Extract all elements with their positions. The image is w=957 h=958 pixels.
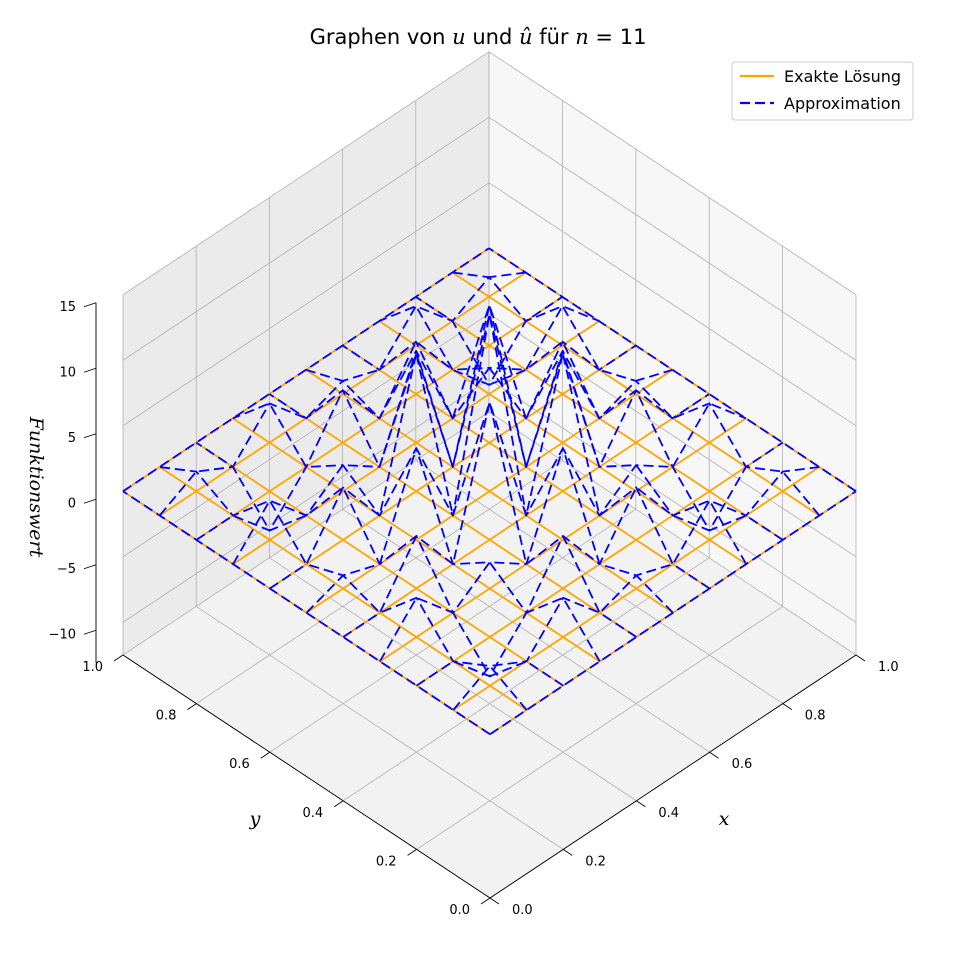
exact-solution-line-col bbox=[305, 369, 674, 614]
y-tick-label: 0.0 bbox=[449, 903, 470, 918]
floor-grid-line-x bbox=[269, 557, 637, 802]
y-tick-label: 0.8 bbox=[156, 709, 177, 724]
x-tick-label: 1.0 bbox=[878, 660, 899, 675]
floor-grid-line-x bbox=[195, 606, 564, 850]
z-tick-mark bbox=[83, 498, 97, 504]
approximation-line-col bbox=[452, 271, 821, 517]
approximation-line-row bbox=[269, 304, 637, 590]
legend-label-exact: Exakte Lösung bbox=[784, 67, 901, 86]
y-tick-mark bbox=[333, 800, 344, 808]
x-tick-label: 0.2 bbox=[585, 854, 606, 869]
approximation-line-row bbox=[232, 305, 600, 565]
z-tick-label: −5 bbox=[57, 562, 76, 577]
legend: Exakte Lösung Approximation bbox=[731, 61, 914, 121]
z-tick-label: 0 bbox=[68, 496, 76, 511]
approximation-line-row bbox=[195, 296, 563, 541]
x-axis-line bbox=[489, 654, 857, 899]
approximation-line-col bbox=[488, 247, 857, 493]
z-tick-mark bbox=[83, 564, 97, 570]
y-tick-mark bbox=[187, 703, 197, 710]
y-tick-label: 0.2 bbox=[376, 854, 397, 869]
floor-grid-line-x bbox=[415, 460, 784, 704]
axis-lines bbox=[95, 302, 857, 899]
x-tick-mark bbox=[489, 897, 500, 905]
floor-grid-line-x bbox=[488, 411, 857, 656]
x-tick-mark bbox=[562, 849, 573, 856]
z-tick-mark bbox=[83, 302, 97, 308]
floor-grid-line-x bbox=[342, 508, 710, 753]
y-tick-mark bbox=[260, 751, 271, 759]
x-tick-label: 0.6 bbox=[732, 757, 753, 772]
floor-grid-line-y bbox=[416, 606, 783, 850]
exact-solution-line-row bbox=[232, 320, 600, 565]
x-axis-label: x bbox=[719, 808, 730, 830]
z-tick-mark bbox=[83, 367, 97, 373]
y-axis-line bbox=[122, 654, 491, 899]
y-tick-mark bbox=[407, 849, 417, 856]
floor-grid-line-y bbox=[342, 557, 710, 802]
chart-title: Graphen von u und û für n = 11 bbox=[310, 25, 647, 49]
exact-solution-line-col bbox=[451, 271, 820, 517]
z-tick-mark bbox=[83, 629, 97, 635]
exact-solution-line-col bbox=[378, 320, 747, 565]
approximation-line-row bbox=[305, 313, 673, 614]
z-tick-label: 15 bbox=[59, 300, 76, 315]
approximation-line-col bbox=[122, 490, 491, 736]
legend-frame bbox=[731, 61, 914, 121]
exact-solution-line-row bbox=[159, 271, 527, 517]
approximation-line-col bbox=[342, 304, 711, 590]
approximation-line-row bbox=[159, 271, 526, 517]
z-tick-label: 5 bbox=[68, 431, 76, 446]
approximation-line-col bbox=[378, 305, 747, 565]
y-tick-mark bbox=[480, 897, 491, 905]
surface-lines bbox=[122, 247, 857, 736]
x-tick-mark bbox=[782, 703, 793, 710]
y-tick-label: 0.4 bbox=[303, 806, 324, 821]
y-tick-mark bbox=[113, 654, 124, 662]
approximation-line-row bbox=[122, 247, 490, 493]
wall-grid-line-z bbox=[122, 182, 857, 427]
floor-grid-line-y bbox=[269, 508, 637, 753]
floor-grid-line-y bbox=[122, 411, 490, 656]
x-tick-mark bbox=[855, 654, 866, 662]
z-tick-mark bbox=[83, 433, 97, 439]
y-tick-label: 1.0 bbox=[82, 660, 103, 675]
y-axis-label: y bbox=[249, 808, 261, 830]
x-tick-label: 0.0 bbox=[512, 903, 533, 918]
floor-grid-line-y bbox=[196, 460, 563, 704]
wall-grid-line-z bbox=[122, 116, 857, 361]
wall-grid-line-z bbox=[122, 378, 857, 623]
approximation-line-col bbox=[415, 296, 784, 541]
axis-ticks: 0.0 0.2 0.4 0.6 0.8 1.0 0.0 0.2 0.4 0.6 0.8 1.0 −10 −… bbox=[49, 300, 899, 918]
x-tick-mark bbox=[636, 800, 646, 808]
approximation-line-col bbox=[305, 313, 674, 614]
approximation-line-col bbox=[268, 352, 637, 638]
y-tick-label: 0.6 bbox=[229, 757, 250, 772]
x-tick-label: 0.8 bbox=[805, 709, 826, 724]
z-tick-label: 10 bbox=[59, 365, 76, 380]
z-tick-label: −10 bbox=[49, 627, 76, 642]
wall-grid-line-z bbox=[122, 51, 857, 296]
x-tick-mark bbox=[709, 751, 719, 759]
legend-label-approx: Approximation bbox=[784, 94, 901, 113]
x-tick-label: 0.4 bbox=[658, 806, 679, 821]
z-axis-label: Funktionswert bbox=[25, 416, 47, 558]
